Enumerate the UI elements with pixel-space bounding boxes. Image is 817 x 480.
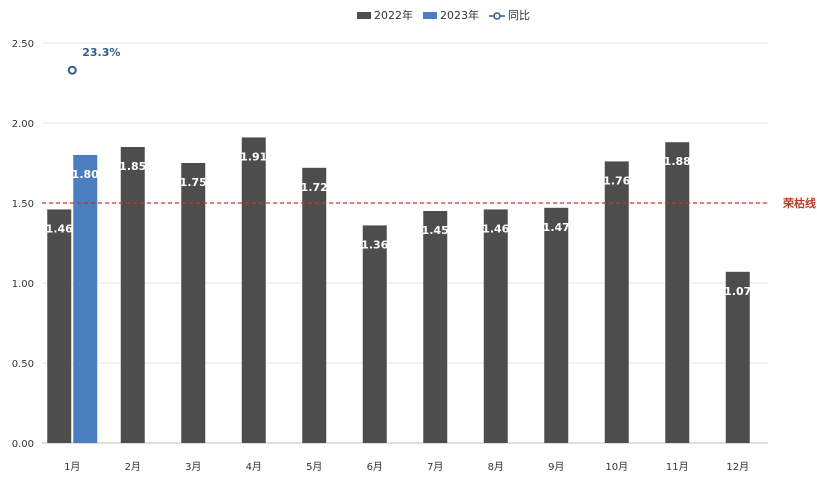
bar-2022-value-label: 1.88 xyxy=(664,155,691,168)
x-tick-label: 9月 xyxy=(548,461,564,473)
y-tick-label: 2.50 xyxy=(12,39,34,50)
y-tick-label: 0.50 xyxy=(12,359,34,370)
bar-2022 xyxy=(302,167,327,444)
legend-label-2023: 2023年 xyxy=(440,8,479,22)
bar-2022 xyxy=(544,207,569,443)
x-axis: 1月 2月 3月 4月 5月 6月 7月 8月 9月 10月 11月 12月 xyxy=(64,461,749,473)
x-tick-label: 11月 xyxy=(666,461,689,473)
bars: 1.46 1.80 1.85 1.75 1.91 1.72 1.36 1.45 1.46 1.47… xyxy=(46,137,751,444)
y-tick-label: 2.00 xyxy=(12,119,34,130)
bar-2022-value-label: 1.76 xyxy=(603,174,630,187)
x-tick-label: 4月 xyxy=(246,461,262,473)
x-tick-label: 5月 xyxy=(306,461,322,473)
y-tick-label: 0.00 xyxy=(12,439,34,450)
x-tick-label: 10月 xyxy=(605,461,628,473)
bar-2022-value-label: 1.85 xyxy=(119,160,146,173)
yoy-label: 23.3% xyxy=(82,46,120,59)
legend-label-2022: 2022年 xyxy=(374,8,413,22)
bar-2022-value-label: 1.47 xyxy=(543,221,570,234)
x-tick-label: 2月 xyxy=(125,461,141,473)
bar-2022 xyxy=(665,142,690,443)
x-tick-label: 8月 xyxy=(488,461,504,473)
y-tick-label: 1.00 xyxy=(12,279,34,290)
reference-line: 荣枯线 xyxy=(42,196,816,210)
bar-2022-value-label: 1.91 xyxy=(240,150,267,163)
bar-2023-value-label: 1.80 xyxy=(72,168,99,181)
bar-2023 xyxy=(73,155,98,443)
bar-2022-value-label: 1.36 xyxy=(361,238,388,251)
yoy-marker xyxy=(67,65,77,75)
bar-2022 xyxy=(362,225,387,443)
legend: 2022年 2023年 同比 xyxy=(357,8,530,22)
legend-marker-yoy xyxy=(493,12,501,20)
bar-2022-value-label: 1.75 xyxy=(180,176,207,189)
bar-2022-value-label: 1.46 xyxy=(46,222,73,235)
x-tick-label: 12月 xyxy=(726,461,749,473)
bar-2022 xyxy=(604,161,629,443)
bar-2022 xyxy=(241,137,266,443)
bar-2022 xyxy=(483,209,508,443)
bar-2022 xyxy=(47,209,72,443)
legend-swatch-2023 xyxy=(423,12,437,19)
gridlines xyxy=(42,42,768,444)
y-tick-label: 1.50 xyxy=(12,199,34,210)
bar-2022-value-label: 1.07 xyxy=(724,285,751,298)
bar-2022 xyxy=(181,163,206,443)
x-tick-label: 3月 xyxy=(185,461,201,473)
bar-2022 xyxy=(120,147,145,443)
y-axis: 0.00 0.50 1.00 1.50 2.00 2.50 xyxy=(12,39,34,450)
legend-swatch-2022 xyxy=(357,12,371,19)
x-tick-label: 6月 xyxy=(367,461,383,473)
bar-2022-value-label: 1.46 xyxy=(482,222,509,235)
bar-2022 xyxy=(423,211,448,443)
x-tick-label: 7月 xyxy=(427,461,443,473)
x-tick-label: 1月 xyxy=(64,461,80,473)
yoy-markers: 23.3% xyxy=(67,46,120,75)
bar-2022-value-label: 1.45 xyxy=(422,224,449,237)
legend-label-yoy: 同比 xyxy=(508,9,530,22)
bar-2022-value-label: 1.72 xyxy=(301,181,328,194)
reference-line-label: 荣枯线 xyxy=(782,196,816,210)
bar-2022 xyxy=(725,271,750,443)
